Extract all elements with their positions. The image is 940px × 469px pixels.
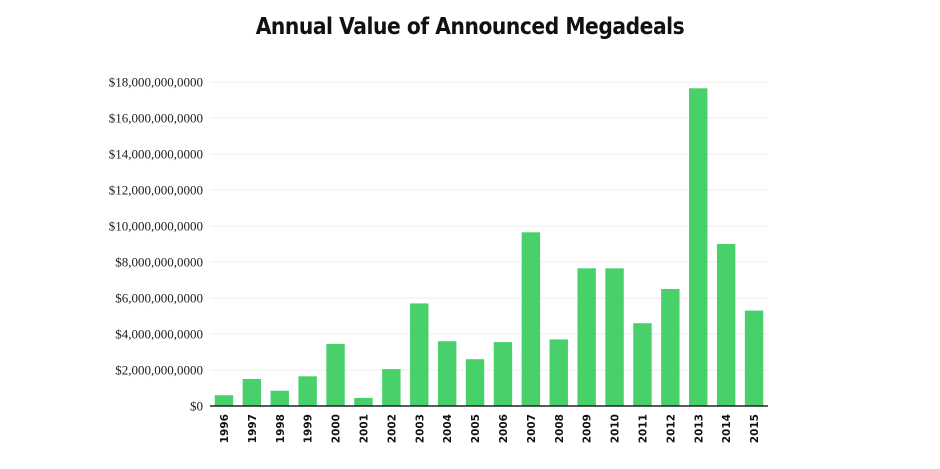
x-tick-label: 1997 [247,414,259,443]
x-tick-label: 2000 [331,414,343,443]
chart-title: Annual Value of Announced Megadeals [255,14,685,40]
x-tick-label: 2004 [442,414,454,443]
bar-2003 [410,303,429,406]
y-tick-label: $12,000,000,0000 [109,183,203,198]
x-tick-label: 2015 [749,414,761,443]
bar-2008 [549,339,568,406]
x-tick-label: 2008 [554,414,566,443]
bar-2014 [716,244,736,406]
x-tick-label: 2002 [386,414,398,443]
bar-2007 [521,232,541,406]
bar-2006 [493,342,513,406]
bar-2005 [465,359,485,406]
bar-2011 [633,323,652,406]
x-tick-label: 2011 [637,414,649,443]
x-axis-ticks: 1996 1997 1998 1999 2000 2001 2002 2003 2004 2005… [219,414,761,443]
bar-1996 [214,395,234,406]
bar-1999 [298,376,317,406]
bar-2000 [326,343,345,406]
bars [214,88,764,407]
bar-2015 [744,310,764,406]
x-tick-label: 2001 [358,414,370,443]
x-tick-label: 2006 [498,414,510,443]
y-tick-label: $2,000,000,0000 [115,363,203,378]
x-tick-label: 2005 [470,414,482,443]
y-axis-ticks: $0 $2,000,000,0000 $4,000,000,0000 $6,000,0… [109,75,203,414]
x-tick-label: 1996 [219,414,231,443]
y-tick-label: $14,000,000,0000 [109,147,203,162]
x-tick-label: 2013 [693,414,705,443]
y-tick-label: $8,000,000,0000 [115,255,203,270]
x-tick-label: 2012 [665,414,677,443]
y-tick-label: $0 [190,399,203,414]
y-tick-label: $18,000,000,0000 [109,75,203,90]
bar-2012 [661,289,680,406]
gridlines [210,81,768,371]
bar-1998 [270,390,289,406]
bar-2002 [382,369,401,406]
bar-1997 [242,379,262,406]
bar-2010 [605,268,624,406]
y-tick-label: $6,000,000,0000 [115,291,203,306]
x-tick-label: 1998 [275,414,287,443]
y-tick-label: $16,000,000,0000 [109,111,203,126]
x-tick-label: 2003 [414,414,426,443]
bar-2009 [577,268,596,406]
y-tick-label: $10,000,000,0000 [109,219,203,234]
bar-2013 [689,88,708,407]
bar-2004 [437,341,457,406]
x-tick-label: 2007 [526,414,538,443]
x-tick-label: 2009 [582,414,594,443]
x-tick-label: 2014 [721,414,733,443]
x-tick-label: 2010 [610,414,622,443]
y-tick-label: $4,000,000,0000 [115,327,203,342]
bar-2001 [354,397,373,406]
x-tick-label: 1999 [303,414,315,443]
